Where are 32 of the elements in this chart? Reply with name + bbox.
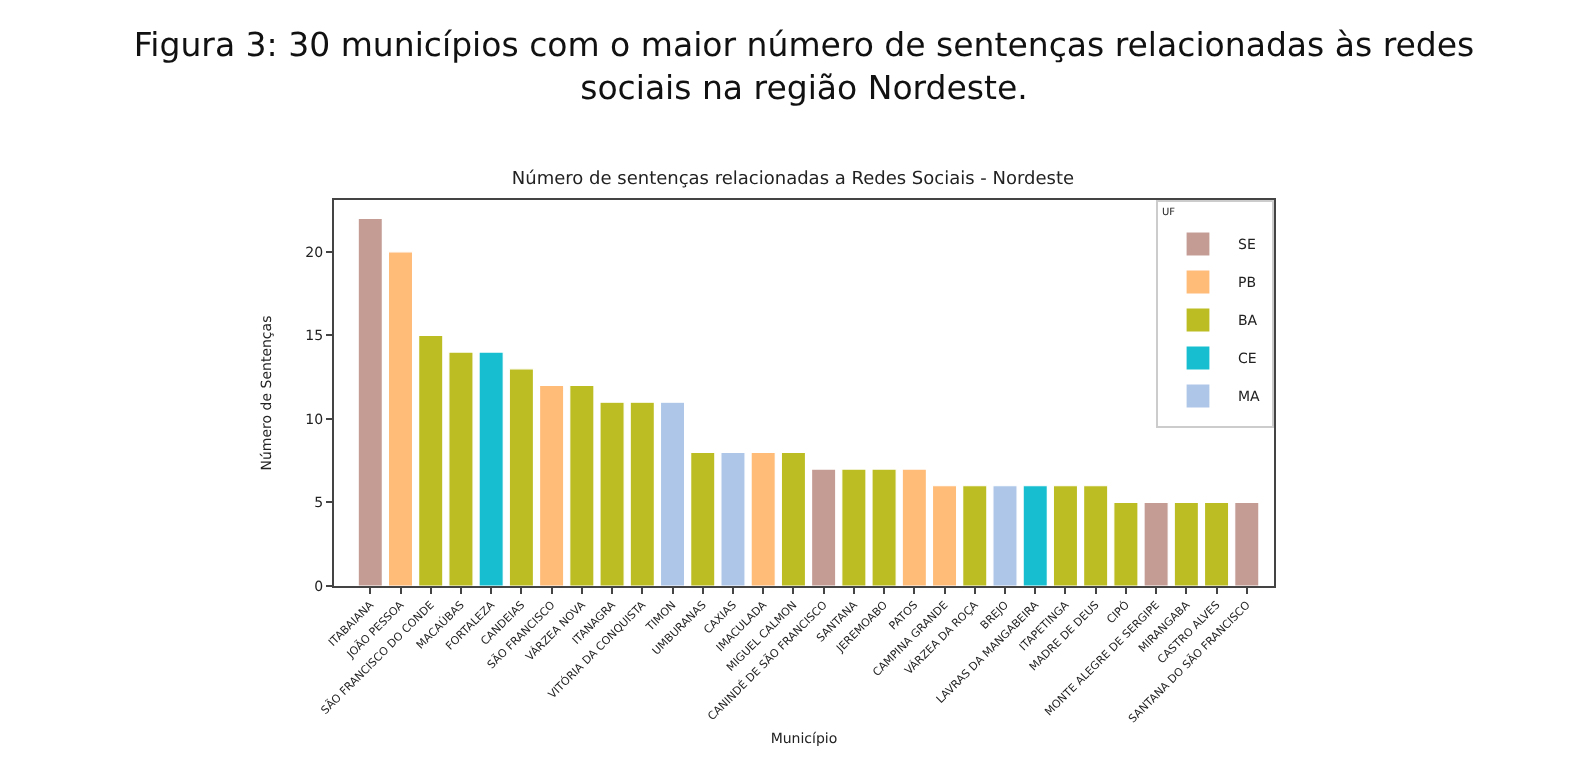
bar	[569, 384, 595, 586]
bar	[720, 451, 746, 586]
bar	[962, 485, 988, 586]
bar	[1173, 501, 1200, 586]
bar	[448, 351, 474, 586]
bar	[871, 468, 897, 586]
bar	[478, 351, 504, 586]
bar	[841, 468, 867, 586]
bar	[810, 468, 837, 586]
bar	[418, 334, 444, 586]
bar	[1113, 501, 1139, 586]
bar	[538, 384, 565, 586]
bar	[357, 217, 383, 586]
bar	[780, 451, 807, 586]
bar	[750, 451, 776, 586]
bar	[508, 368, 535, 586]
bar	[1052, 485, 1079, 586]
text: Figura 3: 30 municípios com o maior número de sentenças relacionadas às redes sociais na região Nordeste.	[133, 26, 1475, 107]
bar	[659, 401, 686, 586]
bar	[690, 451, 716, 586]
bar	[599, 401, 625, 586]
bar	[387, 251, 414, 586]
bar	[1082, 485, 1109, 586]
chart-title: Número de sentenças relacionadas a Redes Sociais - Nordeste	[511, 167, 1076, 190]
bar	[931, 485, 958, 586]
bar	[1022, 485, 1048, 586]
bar	[1143, 501, 1169, 586]
bar	[1234, 501, 1260, 586]
bar	[901, 468, 928, 586]
bar	[629, 401, 655, 586]
bar	[1203, 501, 1230, 586]
bar	[992, 485, 1018, 586]
